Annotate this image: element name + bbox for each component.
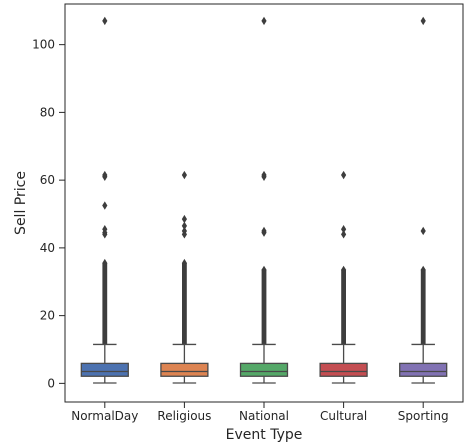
outlier-marker (181, 214, 187, 224)
x-tick-label: Sporting (398, 409, 449, 423)
outlier-marker (102, 225, 108, 234)
outlier-marker (420, 16, 426, 26)
outlier-marker (181, 258, 187, 268)
y-axis-ticks: 0 20 40 60 80 100 (32, 38, 65, 390)
iqr-box (80, 362, 129, 377)
x-axis-ticks: NormalDay Religious National Cultural Sporti… (71, 402, 449, 423)
x-tick-label: Religious (157, 409, 211, 423)
y-tick-label: 60 (40, 173, 55, 187)
iqr-box (239, 362, 289, 377)
x-tick-label: Cultural (320, 409, 367, 423)
outlier-marker (102, 201, 108, 210)
iqr-box (399, 362, 448, 377)
outlier-marker (181, 226, 187, 236)
box-cultural (319, 170, 368, 384)
box-national (239, 16, 289, 384)
x-tick-label: National (239, 409, 289, 423)
box-religious (160, 170, 209, 384)
outlier-marker (261, 170, 267, 180)
outlier-marker (181, 221, 187, 231)
y-axis-title: Sell Price (13, 171, 29, 235)
x-tick-label: NormalDay (71, 409, 138, 423)
outlier-marker (102, 170, 108, 180)
outlier-marker (420, 265, 426, 275)
outlier-marker (420, 226, 426, 236)
outlier-marker (181, 170, 187, 180)
iqr-box (160, 362, 209, 377)
y-tick-label: 20 (40, 309, 55, 323)
y-tick-label: 80 (40, 105, 55, 119)
outlier-marker (341, 265, 347, 275)
outlier-band (261, 269, 267, 345)
x-axis-title: Event Type (226, 427, 303, 443)
box-sporting (399, 16, 448, 384)
outlier-marker (341, 230, 347, 239)
y-tick-label: 0 (47, 376, 55, 390)
outlier-marker (102, 16, 108, 26)
y-tick-label: 40 (40, 241, 55, 255)
outlier-marker (261, 16, 267, 26)
outlier-band (102, 263, 108, 345)
outlier-marker (341, 170, 347, 180)
outlier-marker (261, 226, 267, 236)
outlier-band (182, 263, 187, 345)
box-normalday (80, 16, 129, 384)
outlier-band (420, 269, 426, 345)
outlier-marker (261, 265, 267, 275)
boxes-layer (80, 16, 448, 384)
y-tick-label: 100 (32, 38, 55, 52)
outlier-band (341, 269, 346, 345)
iqr-box (319, 362, 368, 377)
outlier-marker (341, 225, 347, 234)
outlier-marker (102, 258, 108, 268)
